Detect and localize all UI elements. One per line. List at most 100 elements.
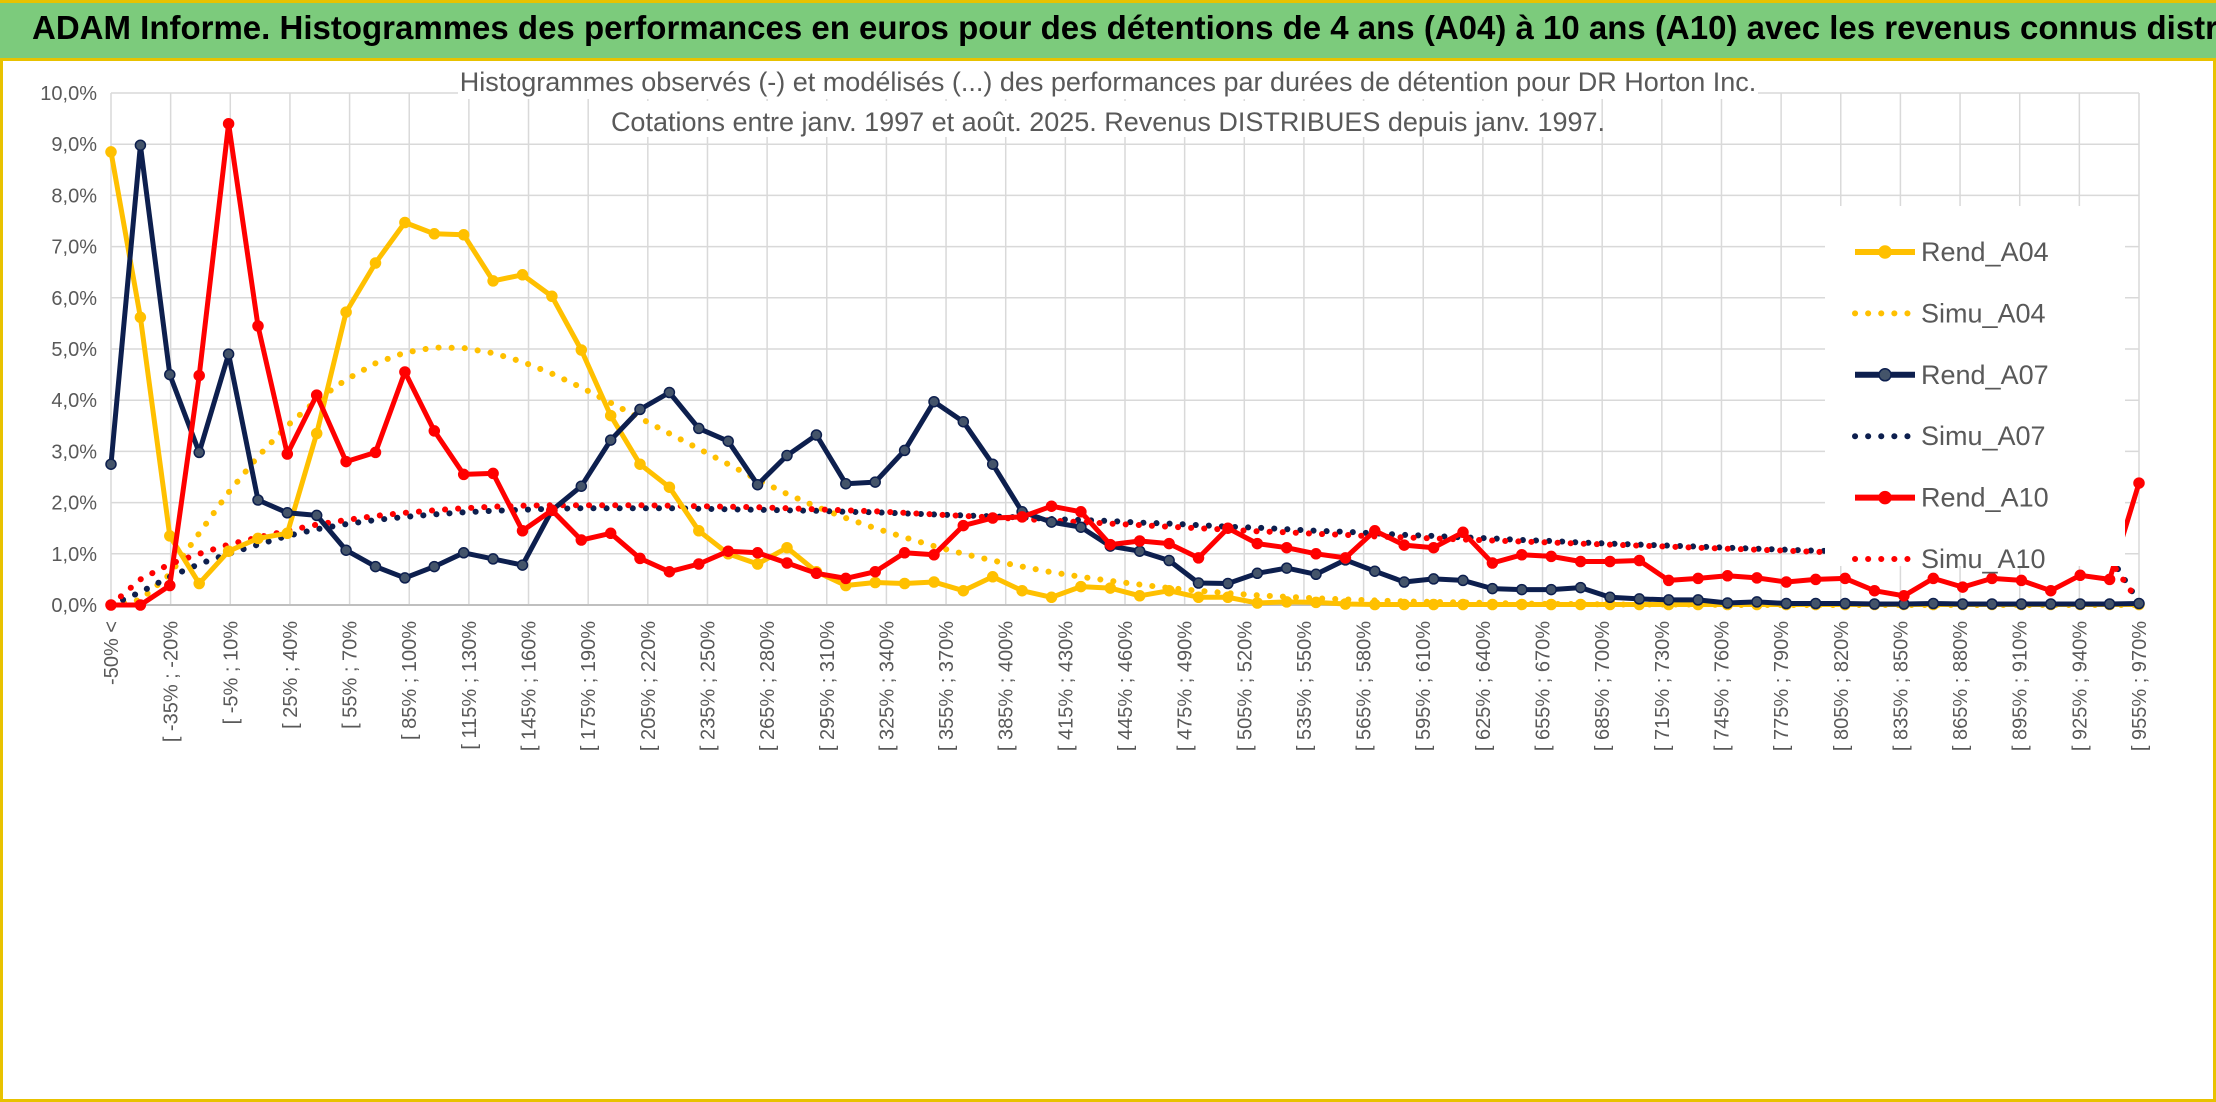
x-tick-label: [ 175% ; 190% <box>578 621 600 751</box>
legend-label: Simu_A07 <box>1921 421 2046 451</box>
data-point-Rend_A04 <box>1457 598 1469 611</box>
data-point-Rend_A04 <box>222 545 235 557</box>
data-point-Rend_A07 <box>134 139 147 151</box>
data-point-Rend_A10 <box>1868 584 1881 597</box>
data-point-Rend_A07 <box>898 444 911 457</box>
x-tick-label: [ 295% ; 310% <box>817 621 839 751</box>
data-point-Rend_A07 <box>164 368 176 381</box>
data-point-Rend_A07 <box>2103 598 2116 610</box>
data-point-Rend_A04 <box>751 558 764 570</box>
legend-label: Rend_A04 <box>1921 237 2049 267</box>
y-tick-label: 10,0% <box>40 83 97 105</box>
data-point-Rend_A10 <box>1398 539 1410 551</box>
data-point-Rend_A10 <box>1751 572 1763 584</box>
x-tick-label: [ 865% ; 880% <box>1950 621 1972 751</box>
data-point-Rend_A04 <box>1075 580 1087 593</box>
series-layer <box>105 117 2145 611</box>
x-tick-label: [ 595% ; 610% <box>1413 621 1435 751</box>
x-tick-label: [ 685% ; 700% <box>1592 621 1614 751</box>
data-point-Rend_A10 <box>722 545 734 557</box>
data-point-Rend_A04 <box>340 306 352 318</box>
data-point-Rend_A04 <box>487 275 499 287</box>
data-point-Rend_A10 <box>546 504 558 517</box>
y-tick-label: 1,0% <box>51 544 97 566</box>
y-tick-label: 5,0% <box>51 339 97 361</box>
data-point-Rend_A07 <box>1133 545 1146 557</box>
data-point-Rend_A10 <box>516 525 529 537</box>
x-tick-label: [ 655% ; 670% <box>1533 621 1555 751</box>
data-point-Rend_A10 <box>1251 537 1264 550</box>
report-title: ADAM Informe. Histogrammes des performan… <box>32 9 2216 46</box>
data-point-Rend_A04 <box>869 576 881 589</box>
y-tick-label: 6,0% <box>51 288 97 310</box>
y-tick-label: 2,0% <box>51 493 97 515</box>
x-tick-label: [ 25% ; 40% <box>280 621 302 729</box>
x-axis-ticks: -50% < [ -35% ; -20% [ -5% ; 10% [ 25% ; 40… <box>101 621 2151 751</box>
data-point-Rend_A10 <box>399 366 411 378</box>
series-line-Simu_A04 <box>108 344 2142 608</box>
data-point-Rend_A07 <box>634 403 646 416</box>
data-point-Rend_A07 <box>1045 516 1058 528</box>
data-point-Rend_A07 <box>1574 581 1587 594</box>
data-point-Rend_A04 <box>457 229 470 241</box>
data-point-Rend_A07 <box>281 507 294 519</box>
legend-label: Rend_A10 <box>1921 483 2049 513</box>
data-point-Rend_A07 <box>575 480 588 492</box>
data-point-Rend_A04 <box>1427 598 1440 611</box>
report-header-banner: ADAM Informe. Histogrammes des performan… <box>0 0 2216 58</box>
data-point-Rend_A10 <box>1016 511 1028 523</box>
data-point-Rend_A07 <box>369 560 382 573</box>
data-point-Rend_A04 <box>1045 591 1058 604</box>
series-Simu_A10 <box>108 502 2142 608</box>
y-tick-label: 3,0% <box>51 441 97 463</box>
data-point-Rend_A10 <box>105 599 117 611</box>
data-point-Rend_A10 <box>869 565 881 578</box>
data-point-Rend_A04 <box>1016 584 1028 597</box>
series-line-Simu_A10 <box>108 502 2142 608</box>
data-point-Rend_A10 <box>1133 535 1146 547</box>
x-tick-label: [ 385% ; 400% <box>996 621 1018 751</box>
data-point-Rend_A10 <box>369 446 382 459</box>
x-tick-label: [ 415% ; 430% <box>1055 621 1077 751</box>
data-point-Rend_A04 <box>164 530 176 542</box>
data-point-Rend_A07 <box>1839 597 1851 610</box>
data-point-Rend_A04 <box>1369 598 1381 611</box>
data-point-Rend_A10 <box>281 448 294 460</box>
data-point-Rend_A07 <box>2015 598 2028 610</box>
data-point-Rend_A07 <box>2133 597 2145 610</box>
legend-marker <box>1878 490 1892 505</box>
data-point-Rend_A07 <box>428 560 441 573</box>
y-tick-label: 7,0% <box>51 237 97 259</box>
data-point-Rend_A10 <box>340 455 352 468</box>
data-point-Rend_A10 <box>1075 506 1087 518</box>
data-point-Rend_A04 <box>281 527 294 540</box>
x-tick-label: [ 805% ; 820% <box>1831 621 1853 751</box>
data-point-Rend_A04 <box>1104 582 1117 594</box>
data-point-Rend_A10 <box>781 557 793 569</box>
data-point-Rend_A07 <box>457 547 470 559</box>
x-tick-label: [ 55% ; 70% <box>340 621 362 729</box>
data-point-Rend_A07 <box>193 446 205 459</box>
data-point-Rend_A04 <box>1310 596 1322 609</box>
data-point-Rend_A10 <box>457 468 470 481</box>
data-point-Rend_A04 <box>1574 598 1587 611</box>
data-point-Rend_A07 <box>1809 597 1822 610</box>
data-point-Rend_A10 <box>134 599 147 611</box>
series-line-Rend_A10 <box>111 121 2142 608</box>
data-point-Rend_A07 <box>1310 568 1322 581</box>
data-point-Rend_A04 <box>1486 598 1499 611</box>
legend-item-Simu_A04: Simu_A04 <box>1852 298 2046 328</box>
data-point-Rend_A04 <box>781 541 793 554</box>
data-point-Rend_A10 <box>1280 541 1293 554</box>
data-point-Rend_A04 <box>1339 598 1352 610</box>
data-point-Rend_A04 <box>986 571 999 583</box>
data-point-Rend_A10 <box>193 369 205 382</box>
data-point-Rend_A10 <box>2103 573 2116 586</box>
x-tick-label: [ 625% ; 640% <box>1473 621 1495 751</box>
data-point-Rend_A10 <box>663 565 676 578</box>
data-point-Rend_A07 <box>693 422 705 435</box>
x-tick-label: [ -5% ; 10% <box>220 621 242 725</box>
data-point-Rend_A10 <box>1310 548 1322 560</box>
data-point-Rend_A10 <box>252 320 264 332</box>
y-tick-label: 9,0% <box>51 134 97 156</box>
